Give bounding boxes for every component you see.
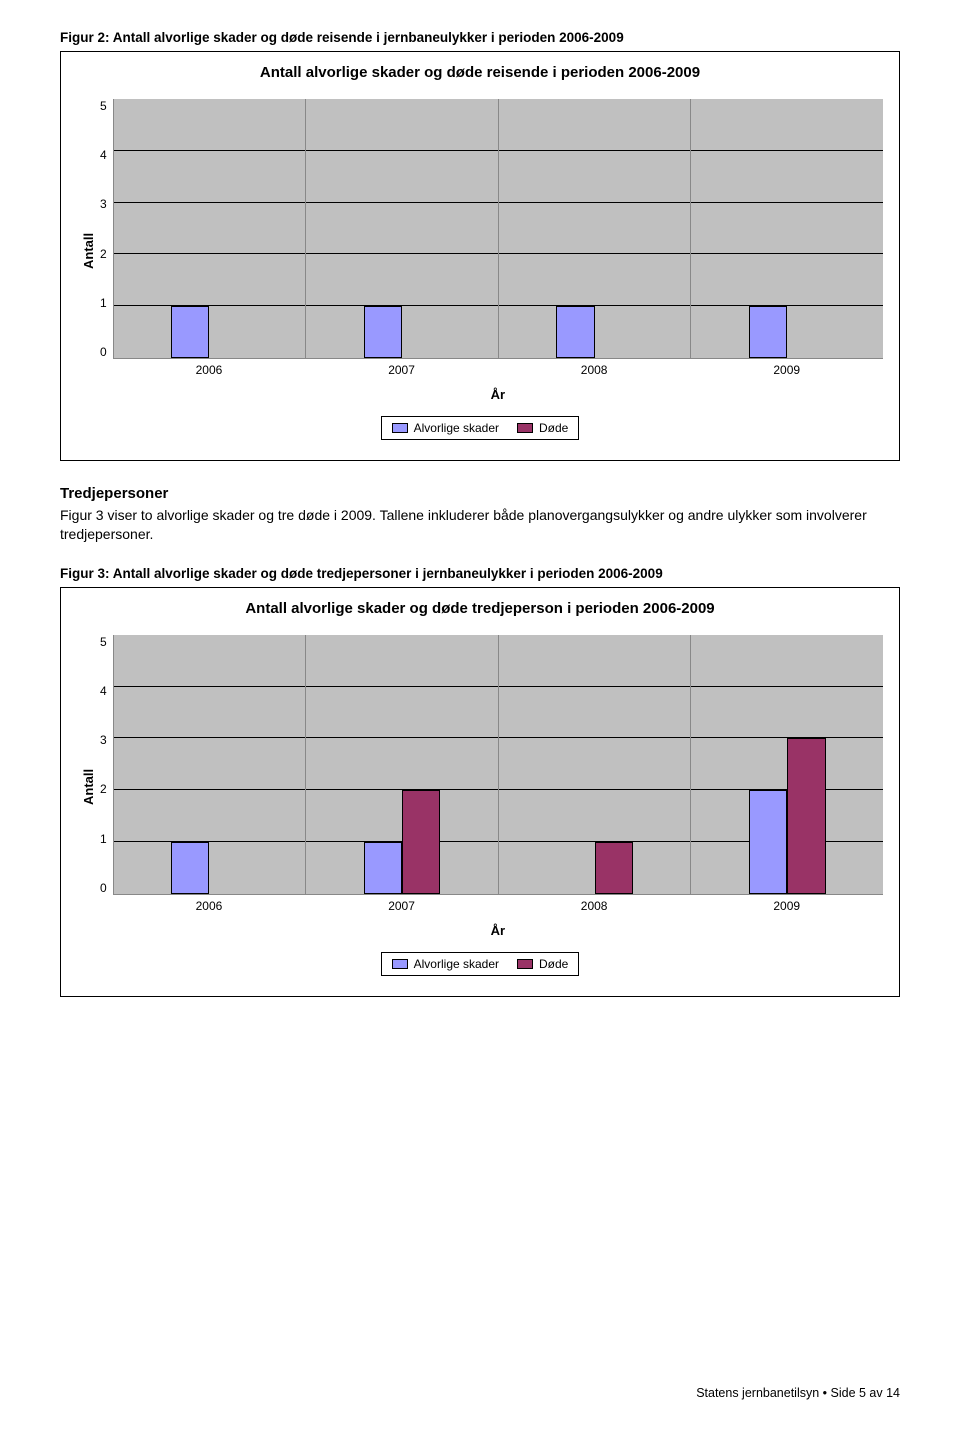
category-cell [114,99,307,358]
section-heading: Tredjepersoner [60,485,900,502]
figure3-ylabel: Antall [77,635,100,938]
figure2-xlabel: År [113,387,883,402]
legend-item: Døde [517,957,568,971]
legend-swatch [517,959,533,969]
figure3-chart-title: Antall alvorlige skader og døde tredjepe… [77,600,883,617]
legend-item: Alvorlige skader [392,421,499,435]
ytick-label: 1 [100,832,107,846]
figure3-xlabel: År [113,923,883,938]
figure3-yaxis: 5 4 3 2 1 0 [100,635,113,895]
ytick-label: 0 [100,881,107,895]
ytick-label: 1 [100,296,107,310]
bar [787,738,825,893]
bar [749,306,787,358]
xtick-label: 2007 [305,899,498,913]
figure2-chart: Antall alvorlige skader og døde reisende… [60,51,900,461]
ytick-label: 4 [100,684,107,698]
figure3-caption: Figur 3: Antall alvorlige skader og døde… [60,566,900,581]
ytick-label: 3 [100,197,107,211]
xtick-label: 2008 [498,899,691,913]
figure2-caption: Figur 2: Antall alvorlige skader og døde… [60,30,900,45]
category-cell [306,635,499,894]
legend-item: Alvorlige skader [392,957,499,971]
xtick-label: 2008 [498,363,691,377]
bar [364,306,402,358]
page-footer: Statens jernbanetilsyn • Side 5 av 14 [696,1386,900,1400]
legend-item: Døde [517,421,568,435]
ytick-label: 5 [100,635,107,649]
legend-swatch [392,959,408,969]
legend-swatch [392,423,408,433]
legend-label: Døde [539,421,568,435]
bar [749,790,787,894]
bar [364,842,402,894]
bar [402,790,440,894]
legend-label: Alvorlige skader [414,421,499,435]
category-cell [499,635,692,894]
ytick-label: 2 [100,782,107,796]
xtick-label: 2006 [113,363,306,377]
figure3-legend: Alvorlige skader Døde [77,952,883,976]
xtick-label: 2007 [305,363,498,377]
ytick-label: 4 [100,148,107,162]
ytick-label: 0 [100,345,107,359]
xtick-label: 2009 [690,363,883,377]
category-cell [691,635,883,894]
category-cell [691,99,883,358]
bar [595,842,633,894]
ytick-label: 5 [100,99,107,113]
section-body: Figur 3 viser to alvorlige skader og tre… [60,506,900,544]
figure2-yaxis: 5 4 3 2 1 0 [100,99,113,359]
figure2-ylabel: Antall [77,99,100,402]
figure2-xaxis: 2006200720082009 [113,363,883,377]
bar [171,842,209,894]
figure2-legend: Alvorlige skader Døde [77,416,883,440]
ytick-label: 2 [100,247,107,261]
bar [171,306,209,358]
xtick-label: 2006 [113,899,306,913]
legend-swatch [517,423,533,433]
xtick-label: 2009 [690,899,883,913]
bar [556,306,594,358]
legend-label: Døde [539,957,568,971]
legend-label: Alvorlige skader [414,957,499,971]
figure3-plot-area [113,635,883,895]
category-cell [114,635,307,894]
ytick-label: 3 [100,733,107,747]
figure2-plot-area [113,99,883,359]
figure3-chart: Antall alvorlige skader og døde tredjepe… [60,587,900,997]
category-cell [499,99,692,358]
category-cell [306,99,499,358]
figure3-xaxis: 2006200720082009 [113,899,883,913]
figure2-chart-title: Antall alvorlige skader og døde reisende… [77,64,883,81]
